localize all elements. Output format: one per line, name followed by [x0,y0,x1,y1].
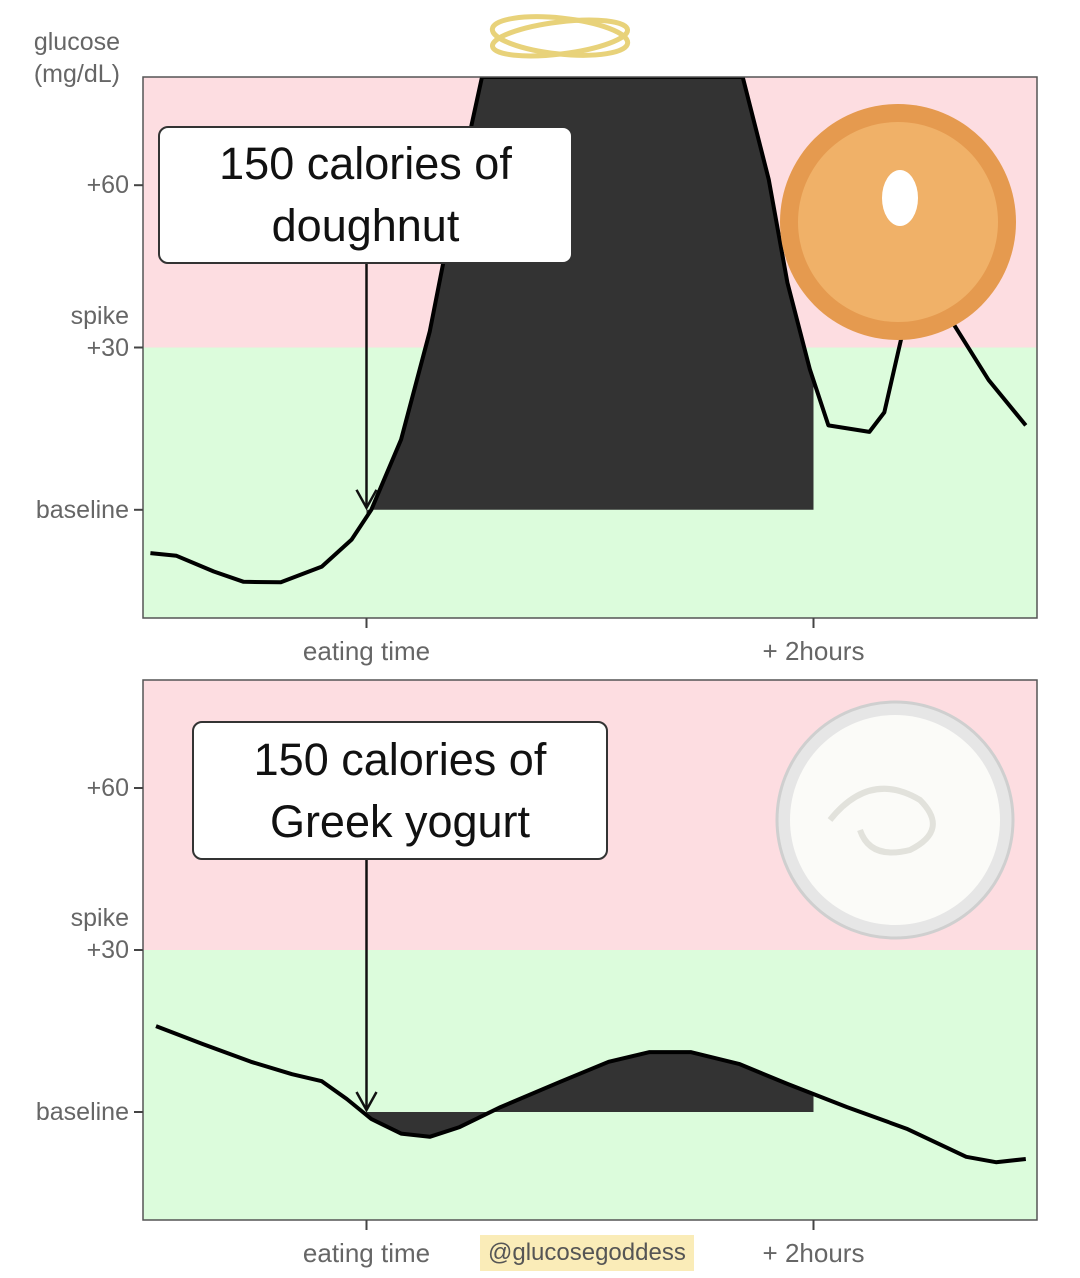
callout-box: 150 calories of doughnut [158,126,573,264]
callout-arrowhead [355,489,378,511]
x-tick-label: + 2hours [762,636,865,666]
x-tick-label: eating time [302,1238,431,1268]
callout-arrowhead [355,1091,378,1113]
yogurt-image [827,785,936,856]
watermark: @glucosegoddess [480,1235,694,1271]
excess-glucose-area [366,1052,814,1137]
x-tick-label: eating time [302,636,431,666]
glucose-line [150,77,1028,585]
yogurt-image [790,715,1000,925]
y-tick-label: +60 [86,774,129,802]
y-tick-label: spike +30 [70,301,129,362]
y-tick-label: baseline [35,495,129,524]
doughnut-image [882,170,918,226]
y-axis-title: glucose (mg/dL) [33,28,120,88]
halo [489,14,631,59]
x-tick-label: + 2hours [762,1238,865,1268]
y-tick-label: spike +30 [70,904,129,964]
y-tick-label: baseline [35,1098,129,1126]
callout-box: 150 calories of Greek yogurt [192,721,608,860]
y-tick-label: +60 [86,171,129,200]
glucose-line [155,1024,1027,1165]
